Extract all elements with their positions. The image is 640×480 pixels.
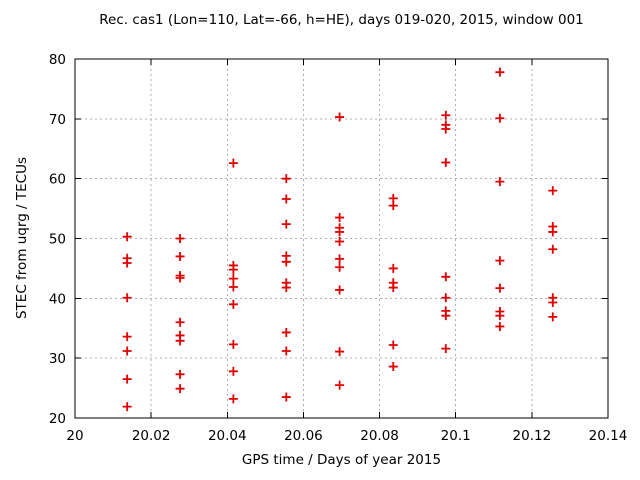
- data-point: [281, 327, 291, 337]
- data-point: [122, 402, 132, 412]
- data-point: [281, 257, 291, 267]
- data-point: [281, 194, 291, 204]
- data-point: [122, 374, 132, 384]
- data-point: [441, 158, 451, 168]
- data-point: [281, 392, 291, 402]
- data-point: [175, 317, 185, 327]
- x-tick-label: 20.08: [360, 428, 399, 444]
- data-point: [228, 339, 238, 349]
- data-point: [122, 293, 132, 303]
- data-point: [441, 124, 451, 134]
- data-point: [441, 272, 451, 282]
- data-point: [388, 201, 398, 211]
- data-point: [175, 369, 185, 379]
- data-point: [228, 274, 238, 284]
- x-tick-label: 20.02: [132, 428, 171, 444]
- data-point: [548, 227, 558, 237]
- data-point: [228, 282, 238, 292]
- data-point: [228, 299, 238, 309]
- data-point: [388, 263, 398, 273]
- data-point: [175, 234, 185, 243]
- x-tick-label: 20.06: [284, 428, 323, 444]
- data-point: [335, 227, 345, 237]
- data-point: [495, 283, 505, 293]
- data-point: [228, 265, 238, 275]
- data-point: [281, 174, 291, 184]
- chart-title: Rec. cas1 (Lon=110, Lat=-66, h=HE), days…: [99, 12, 584, 28]
- data-point: [495, 177, 505, 187]
- data-point: [441, 110, 451, 120]
- data-point: [122, 332, 132, 342]
- data-point: [122, 232, 132, 242]
- data-point: [335, 112, 345, 122]
- data-point: [495, 67, 505, 77]
- y-tick-label: 20: [49, 411, 66, 427]
- data-point: [335, 213, 345, 223]
- x-tick-label: 20.04: [208, 428, 247, 444]
- data-point: [441, 344, 451, 354]
- data-point: [548, 244, 558, 254]
- data-point: [495, 321, 505, 331]
- data-point: [335, 347, 345, 357]
- data-point: [548, 186, 558, 196]
- data-point: [122, 346, 132, 356]
- data-point: [335, 380, 345, 390]
- x-tick-label: 20.12: [513, 428, 552, 444]
- x-axis-label: GPS time / Days of year 2015: [241, 452, 442, 468]
- data-point: [175, 251, 185, 261]
- data-point: [281, 346, 291, 356]
- data-point: [441, 311, 451, 321]
- data-point: [281, 283, 291, 293]
- data-point: [495, 256, 505, 266]
- data-point: [495, 311, 505, 321]
- data-point: [335, 254, 345, 264]
- y-tick-label: 80: [49, 52, 66, 68]
- y-tick-label: 70: [49, 112, 66, 128]
- data-point: [175, 384, 185, 394]
- data-point: [495, 113, 505, 123]
- data-point: [335, 236, 345, 246]
- data-point: [335, 285, 345, 295]
- data-point: [388, 362, 398, 372]
- data-point: [548, 298, 558, 308]
- data-point: [228, 366, 238, 376]
- data-point: [441, 293, 451, 303]
- y-tick-label: 50: [49, 232, 66, 248]
- x-tick-label: 20: [66, 428, 83, 444]
- data-point: [281, 219, 291, 229]
- x-tick-label: 20.14: [589, 428, 628, 444]
- y-tick-label: 40: [49, 291, 66, 307]
- data-point: [122, 258, 132, 268]
- data-point: [388, 340, 398, 350]
- data-point: [335, 262, 345, 272]
- data-point: [388, 283, 398, 293]
- x-tick-label: 20.1: [441, 428, 471, 444]
- data-point: [175, 336, 185, 346]
- y-tick-label: 60: [49, 172, 66, 188]
- data-point: [175, 273, 185, 283]
- data-point: [228, 158, 238, 168]
- y-tick-label: 30: [49, 351, 66, 367]
- data-point: [228, 394, 238, 404]
- data-point: [548, 312, 558, 322]
